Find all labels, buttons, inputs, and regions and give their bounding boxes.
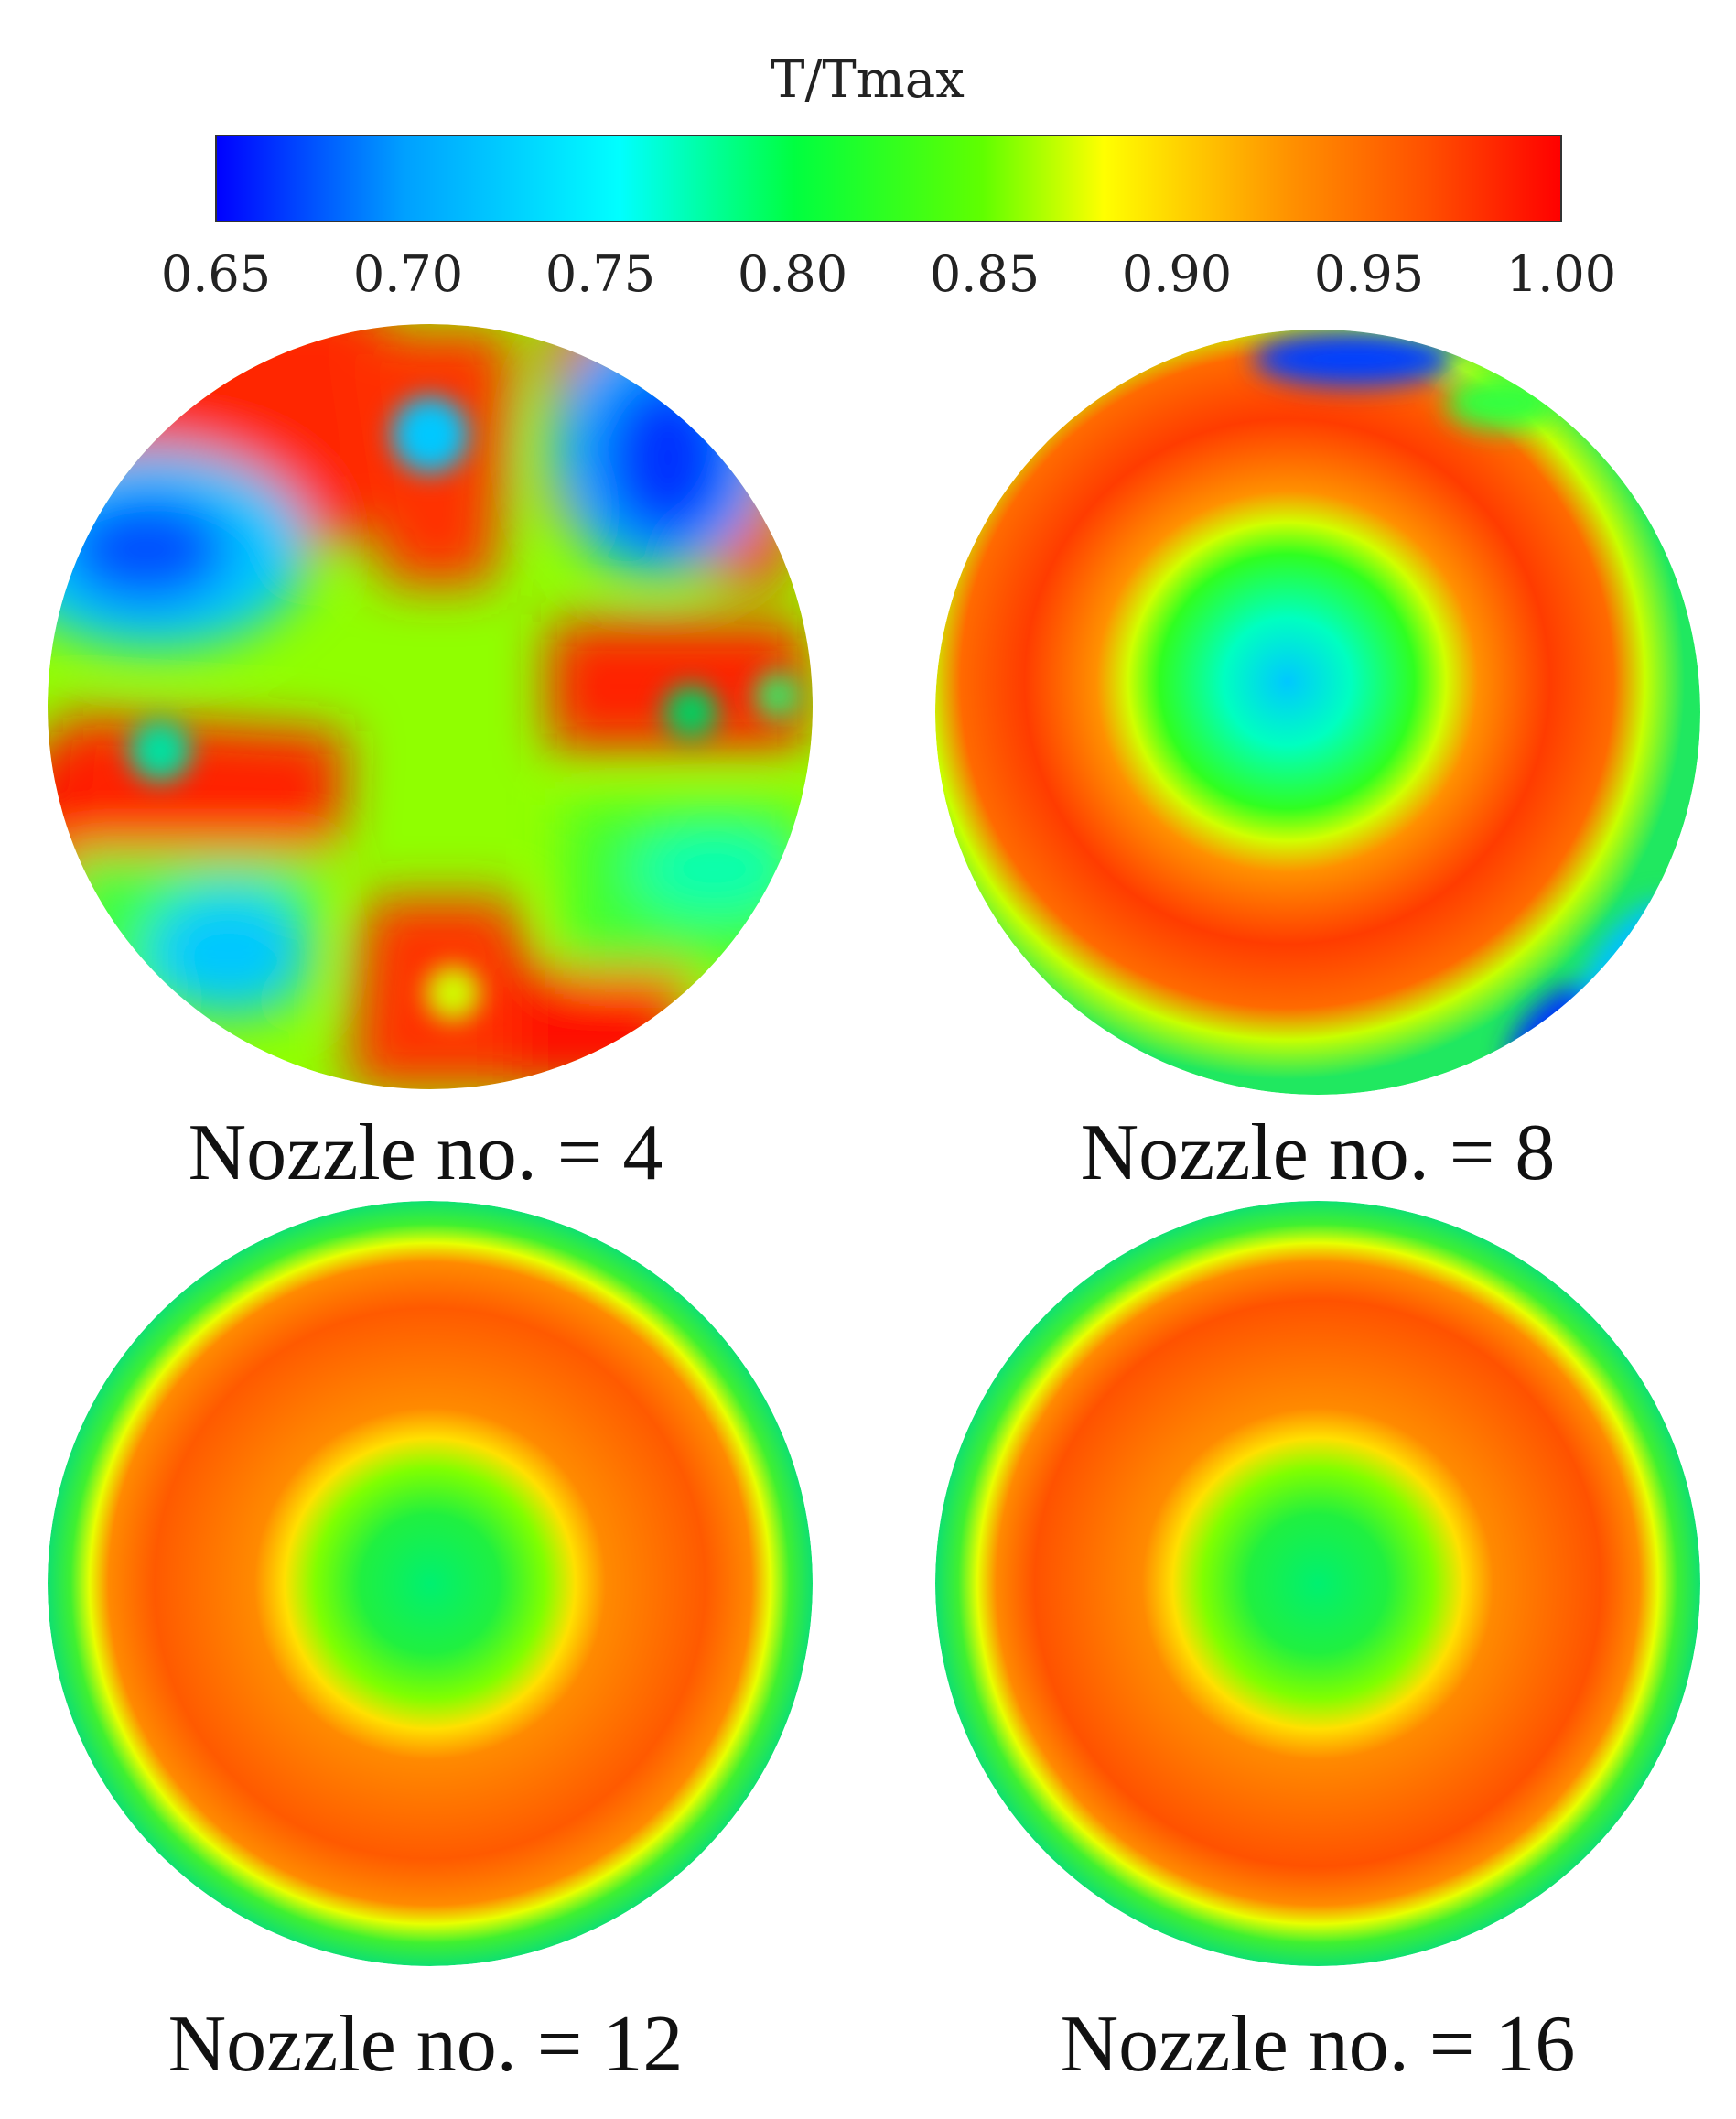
colorbar [215, 135, 1562, 222]
colorbar-tick-label: 0.90 [1122, 245, 1232, 303]
colorbar-ticks: 0.65 0.70 0.75 0.80 0.85 0.90 0.95 1.00 [161, 245, 1616, 303]
colorbar-tick-label: 0.70 [353, 245, 463, 303]
colorbar-tick-label: 1.00 [1506, 245, 1616, 303]
contour-panel-nozzle-16 [935, 1201, 1700, 1966]
panel-label-nozzle-8: Nozzle no. = 8 [1081, 1108, 1556, 1197]
panel-label-nozzle-12: Nozzle no. = 12 [168, 2000, 684, 2089]
colorbar-tick-label: 0.65 [161, 245, 271, 303]
colorbar-tick-label: 0.75 [545, 245, 655, 303]
panel-label-nozzle-4: Nozzle no. = 4 [189, 1108, 663, 1197]
colorbar-title: T/Tmax [771, 50, 965, 110]
colorbar-tick-label: 0.85 [930, 245, 1040, 303]
colorbar-tick-label: 0.80 [738, 245, 847, 303]
colorbar-tick-label: 0.95 [1314, 245, 1424, 303]
contour-panel-nozzle-12 [48, 1201, 813, 1966]
contour-panel-nozzle-8 [935, 330, 1700, 1095]
contour-panel-nozzle-4 [48, 324, 813, 1089]
panel-label-nozzle-16: Nozzle no. = 16 [1061, 2000, 1576, 2089]
